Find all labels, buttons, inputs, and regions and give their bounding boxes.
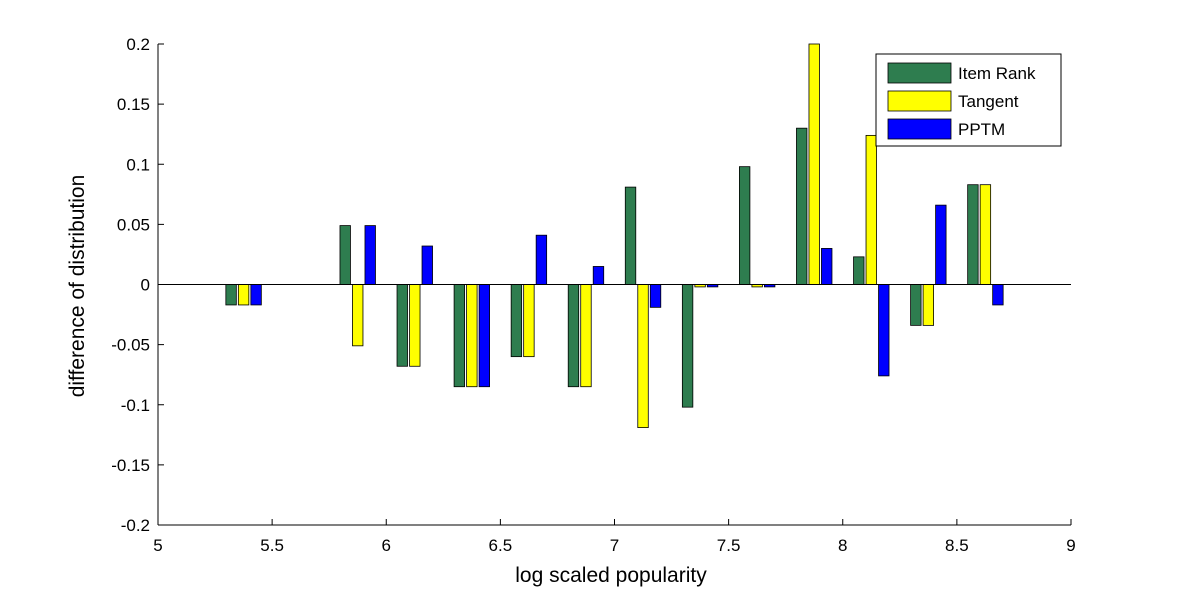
legend-label: Tangent bbox=[958, 92, 1019, 111]
bar bbox=[237, 284, 250, 306]
y-tick-label: 0 bbox=[141, 276, 150, 295]
bar bbox=[739, 166, 751, 285]
bar bbox=[808, 43, 820, 285]
bar bbox=[979, 184, 992, 285]
bar bbox=[523, 284, 535, 358]
x-tick-label: 7 bbox=[610, 536, 619, 555]
bar bbox=[865, 134, 877, 285]
bar bbox=[580, 284, 592, 388]
x-tick-label: 8.5 bbox=[945, 536, 969, 555]
bar bbox=[339, 225, 351, 285]
bar bbox=[637, 284, 649, 428]
y-tick-label: 0.05 bbox=[117, 215, 150, 234]
y-tick-label: -0.05 bbox=[111, 336, 150, 355]
bar bbox=[922, 284, 934, 326]
x-tick-label: 6.5 bbox=[489, 536, 513, 555]
bar bbox=[935, 204, 947, 285]
bar bbox=[453, 284, 465, 388]
legend: Item Rank Tangent PPTM bbox=[875, 53, 1062, 147]
bar bbox=[535, 234, 548, 285]
y-axis-title: difference of distribution bbox=[66, 175, 89, 398]
legend-swatch bbox=[887, 62, 952, 84]
y-tick-label: -0.1 bbox=[121, 396, 150, 415]
bar bbox=[878, 284, 890, 377]
bar bbox=[567, 284, 580, 388]
bar bbox=[466, 284, 478, 388]
y-tick-label: 0.2 bbox=[126, 35, 150, 54]
bar bbox=[796, 127, 808, 285]
bar bbox=[409, 284, 421, 367]
bar bbox=[821, 248, 833, 285]
bar bbox=[225, 284, 237, 306]
legend-label: PPTM bbox=[958, 120, 1005, 139]
y-tick-label: -0.15 bbox=[111, 456, 150, 475]
bar bbox=[967, 184, 979, 285]
x-tick-label: 9 bbox=[1066, 536, 1075, 555]
bar bbox=[649, 284, 662, 308]
bar bbox=[592, 266, 605, 285]
bar bbox=[352, 284, 364, 347]
bar bbox=[250, 284, 262, 306]
legend-swatch bbox=[887, 90, 952, 112]
x-tick-label: 8 bbox=[838, 536, 847, 555]
bar bbox=[624, 186, 637, 285]
bar bbox=[510, 284, 523, 358]
legend-swatch bbox=[887, 118, 952, 140]
bar bbox=[992, 284, 1004, 306]
bar bbox=[910, 284, 922, 326]
bar bbox=[396, 284, 408, 367]
y-tick-label: 0.1 bbox=[126, 155, 150, 174]
bar bbox=[853, 256, 865, 285]
bar bbox=[421, 245, 433, 285]
bar bbox=[478, 284, 490, 388]
bar bbox=[364, 225, 376, 285]
x-tick-label: 7.5 bbox=[717, 536, 741, 555]
x-tick-label: 5.5 bbox=[260, 536, 284, 555]
x-tick-label: 6 bbox=[382, 536, 391, 555]
x-tick-label: 5 bbox=[153, 536, 162, 555]
legend-label: Item Rank bbox=[958, 64, 1036, 83]
bar bbox=[681, 284, 694, 408]
y-tick-label: -0.2 bbox=[121, 516, 150, 535]
x-axis-title: log scaled popularity bbox=[515, 564, 707, 587]
y-tick-label: 0.15 bbox=[117, 95, 150, 114]
axes-layer: 5 5.5 6 6.5 7 7.5 8 8.5 9 -0.2 -0.15 -0.1 -0.05 0 0.05… bbox=[111, 35, 1075, 555]
